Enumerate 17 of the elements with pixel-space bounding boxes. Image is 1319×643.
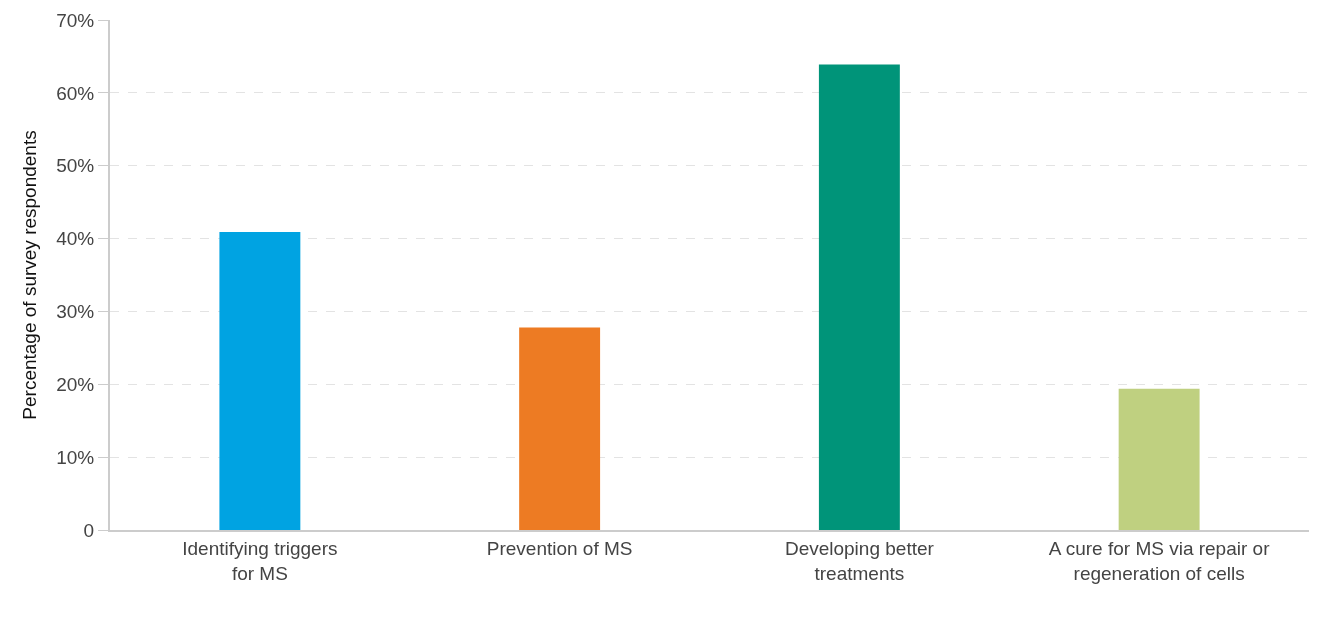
y-tick-label: 50% [56,155,95,177]
x-tick-label: Developing better treatments [784,537,935,584]
bar [519,327,601,530]
x-tick-label: Prevention of MS [486,537,633,559]
y-tick-label: 60% [56,82,95,104]
x-tick-label: Identifying triggers for MS [182,537,338,584]
bar [1118,388,1200,530]
y-tick-label: 10% [56,446,95,468]
bar [818,64,900,530]
x-tick-label: A cure for MS via repair or regeneration of cells [1048,537,1271,584]
y-tick-label: 70% [56,9,95,31]
y-tick-label: 20% [56,373,95,395]
y-tick-label: 40% [56,228,95,250]
y-tick-label: 0 [83,519,95,541]
y-axis-title: Percentage of survey respondents [18,130,40,420]
y-tick-label: 30% [56,301,95,323]
bar [219,232,301,530]
